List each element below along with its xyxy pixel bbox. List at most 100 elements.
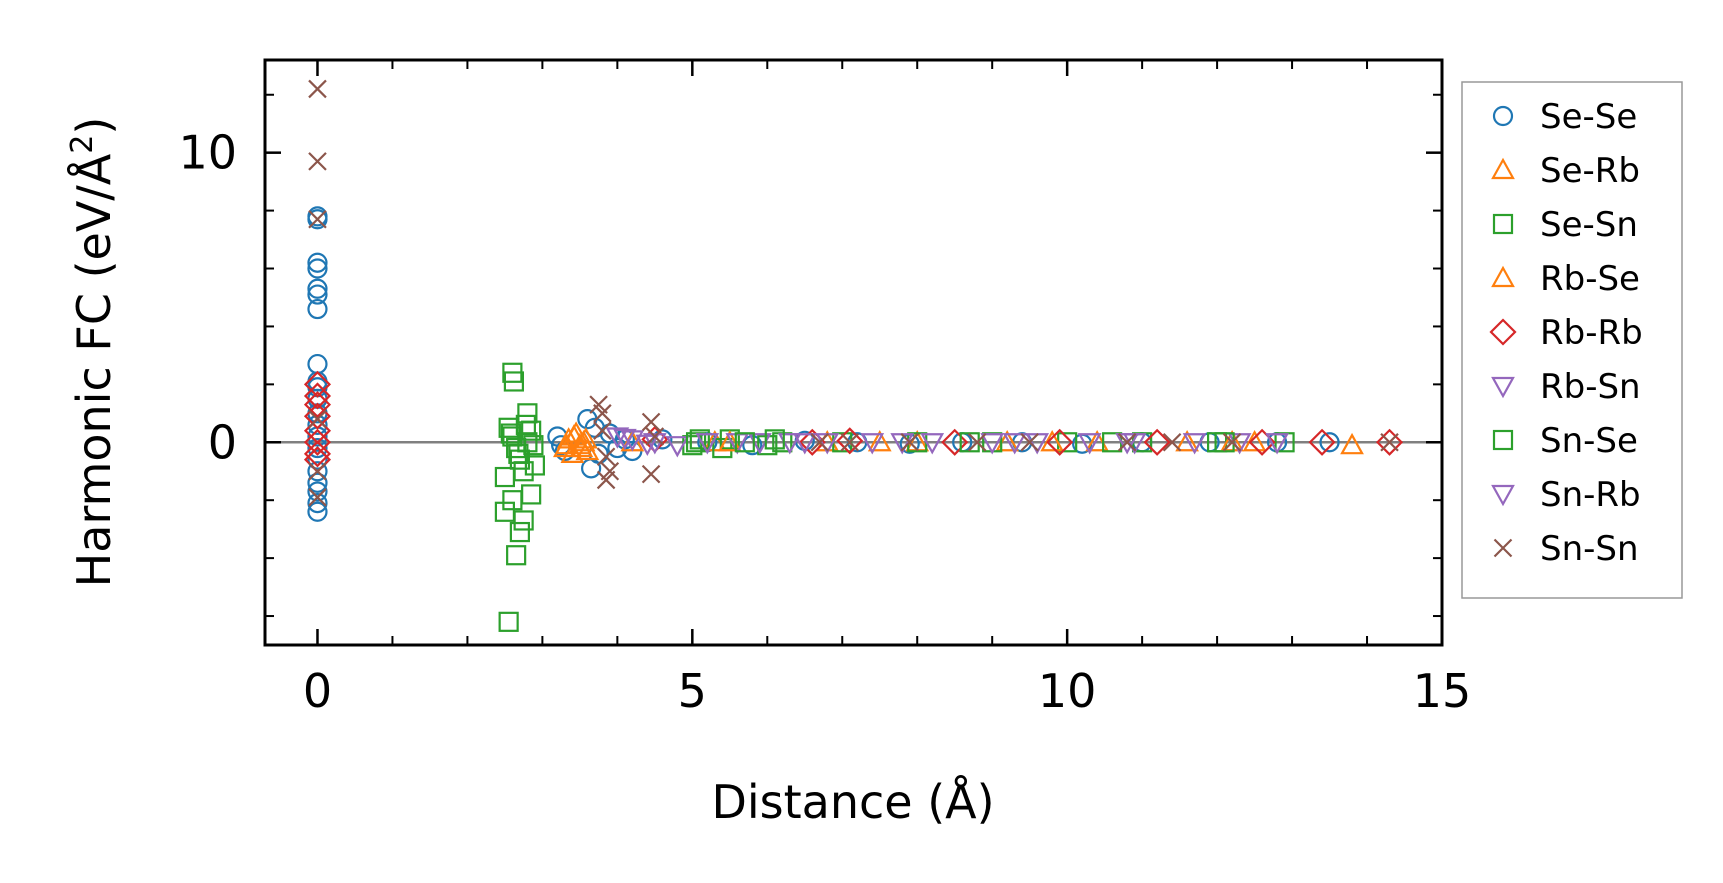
y-axis-label-main: Harmonic FC (eV/Å — [67, 153, 121, 587]
legend-marker — [1491, 376, 1515, 399]
data-point — [1380, 432, 1399, 452]
legend-label: Se-Rb — [1540, 151, 1640, 191]
data-point — [494, 466, 515, 488]
data-point — [1115, 433, 1140, 455]
y-axis-label: Harmonic FC (eV/Å2) — [65, 117, 121, 588]
data-point — [642, 433, 667, 455]
data-point — [810, 432, 830, 452]
data-point — [498, 611, 519, 632]
data-point — [307, 278, 328, 299]
data-point — [509, 521, 530, 543]
data-point — [860, 433, 885, 455]
data-point — [503, 371, 524, 392]
data-point — [1046, 428, 1074, 456]
data-point — [645, 427, 665, 446]
data-point — [1340, 432, 1364, 455]
x-tick-label: 5 — [678, 664, 707, 718]
data-point — [1182, 433, 1207, 455]
legend-label: Rb-Sn — [1540, 367, 1641, 407]
legend-marker — [1492, 105, 1514, 127]
data-point — [307, 461, 328, 482]
data-point — [596, 447, 616, 467]
legend-label: Sn-Rb — [1540, 475, 1641, 515]
legend: Se-Se Se-Rb Se-Sn Rb-Se Rb-Rb Rb-Sn Sn-Se Sn-Rb… — [1461, 81, 1683, 599]
data-point — [593, 421, 612, 440]
data-point — [308, 152, 327, 171]
data-point — [612, 428, 637, 451]
legend-label: Sn-Se — [1540, 421, 1638, 461]
data-point — [734, 432, 755, 453]
data-point — [1117, 432, 1137, 452]
data-point — [524, 455, 545, 476]
data-point — [1175, 430, 1199, 452]
data-point — [1375, 428, 1404, 456]
data-point — [303, 382, 332, 410]
legend-marker — [1489, 318, 1517, 346]
data-point — [307, 481, 328, 502]
legend-label: Sn-Sn — [1540, 529, 1639, 569]
data-point — [1308, 428, 1336, 456]
legend-marker — [1492, 429, 1514, 451]
data-point — [1265, 433, 1289, 455]
data-point — [575, 438, 600, 461]
x-axis-label: Distance (Å) — [711, 775, 994, 829]
data-point — [307, 258, 328, 279]
data-point — [689, 429, 710, 450]
plot-content — [265, 79, 1442, 632]
data-point — [941, 428, 969, 456]
data-point — [308, 488, 327, 507]
data-point — [308, 79, 327, 99]
data-point — [764, 429, 785, 450]
data-point — [1143, 428, 1171, 456]
data-point — [620, 430, 645, 452]
series-se-sn — [494, 362, 1295, 632]
data-point — [840, 432, 860, 452]
legend-label: Rb-Se — [1540, 259, 1640, 299]
legend-marker — [1491, 157, 1515, 180]
data-point — [303, 428, 332, 456]
data-point — [742, 435, 763, 456]
series-rb-rb — [303, 370, 1404, 474]
y-tick-label: 0 — [208, 415, 237, 469]
data-point — [517, 403, 538, 424]
data-point — [573, 427, 598, 449]
data-point — [1222, 432, 1242, 452]
data-point — [792, 433, 817, 455]
data-point — [836, 427, 864, 455]
y-axis-label-sup: 2 — [65, 135, 100, 154]
data-point — [1077, 433, 1102, 455]
data-point — [513, 510, 534, 531]
data-point — [1020, 432, 1039, 452]
axis-ticks — [265, 60, 1444, 645]
data-point — [307, 252, 328, 273]
x-tick-label: 15 — [1413, 664, 1472, 718]
data-point — [308, 409, 327, 429]
legend-marker — [1491, 265, 1515, 288]
legend-label: Se-Se — [1540, 97, 1637, 137]
data-point — [307, 298, 328, 320]
data-point — [494, 501, 515, 522]
legend-label: Rb-Rb — [1540, 313, 1643, 353]
data-point — [1002, 433, 1027, 455]
data-point — [561, 424, 586, 446]
x-tick-label: 10 — [1038, 664, 1097, 718]
data-point — [900, 432, 920, 452]
data-point — [920, 433, 945, 455]
data-point — [502, 490, 523, 511]
y-axis-label-end: ) — [67, 117, 121, 135]
series-se-se — [307, 206, 1340, 522]
data-point — [605, 427, 630, 449]
data-point — [1162, 432, 1182, 452]
data-point — [308, 210, 327, 229]
data-point — [506, 545, 527, 566]
series-sn-sn — [308, 79, 1399, 507]
data-point — [307, 437, 328, 459]
data-point — [307, 472, 328, 493]
data-point — [757, 435, 778, 456]
data-point — [307, 501, 328, 522]
data-point — [307, 449, 328, 470]
data-point — [303, 391, 332, 419]
data-point — [307, 492, 328, 514]
data-point — [307, 353, 328, 375]
data-point — [303, 440, 332, 468]
